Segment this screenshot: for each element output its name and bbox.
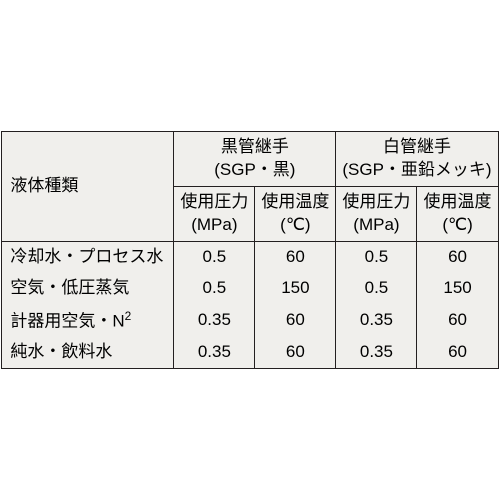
row-label-prefix: 計器用空気・N (10, 311, 124, 330)
page-wrap: 液体種類 黒管継手 (SGP・黒) 白管継手 (SGP・亜鉛メッキ) 使用圧力 … (0, 0, 500, 500)
table-header: 液体種類 黒管継手 (SGP・黒) 白管継手 (SGP・亜鉛メッキ) 使用圧力 … (2, 131, 498, 241)
cell-white-temp: 60 (417, 304, 498, 338)
table-row: 冷却水・プロセス水 0.5 60 0.5 60 (2, 241, 498, 272)
header-group-black: 黒管継手 (SGP・黒) (174, 131, 336, 186)
header-white-pressure-l2: (MPa) (353, 215, 399, 234)
header-white-pressure: 使用圧力 (MPa) (336, 186, 417, 241)
spec-table: 液体種類 黒管継手 (SGP・黒) 白管継手 (SGP・亜鉛メッキ) 使用圧力 … (1, 131, 498, 369)
cell-white-temp: 60 (417, 337, 498, 368)
row-label: 純水・飲料水 (2, 337, 174, 368)
header-black-pressure-l1: 使用圧力 (180, 192, 248, 211)
header-black-temp: 使用温度 (℃) (255, 186, 336, 241)
cell-black-temp: 60 (255, 241, 336, 272)
header-group-black-l1: 黒管継手 (221, 137, 289, 156)
cell-white-pressure: 0.35 (336, 304, 417, 338)
cell-white-pressure: 0.5 (336, 241, 417, 272)
header-group-black-l2: (SGP・黒) (214, 160, 295, 179)
cell-black-pressure: 0.35 (174, 337, 255, 368)
row-label: 計器用空気・N2 (2, 304, 174, 338)
row-label: 空気・低圧蒸気 (2, 273, 174, 304)
cell-black-pressure: 0.5 (174, 241, 255, 272)
header-black-temp-l1: 使用温度 (261, 192, 329, 211)
header-black-pressure: 使用圧力 (MPa) (174, 186, 255, 241)
header-group-white-l1: 白管継手 (383, 137, 451, 156)
cell-black-temp: 150 (255, 273, 336, 304)
header-liquid-type-text: 液体種類 (10, 176, 78, 195)
header-black-temp-l2: (℃) (280, 215, 310, 234)
header-white-pressure-l1: 使用圧力 (342, 192, 410, 211)
row-label-sup: 2 (125, 309, 132, 323)
header-row-groups: 液体種類 黒管継手 (SGP・黒) 白管継手 (SGP・亜鉛メッキ) (2, 131, 498, 186)
table-body: 冷却水・プロセス水 0.5 60 0.5 60 空気・低圧蒸気 0.5 150 … (2, 241, 498, 368)
cell-black-pressure: 0.5 (174, 273, 255, 304)
cell-white-pressure: 0.5 (336, 273, 417, 304)
table-row: 純水・飲料水 0.35 60 0.35 60 (2, 337, 498, 368)
table-row: 計器用空気・N2 0.35 60 0.35 60 (2, 304, 498, 338)
header-group-white-l2: (SGP・亜鉛メッキ) (342, 160, 491, 179)
header-liquid-type: 液体種類 (2, 131, 174, 241)
header-white-temp-l2: (℃) (442, 215, 472, 234)
header-group-white: 白管継手 (SGP・亜鉛メッキ) (336, 131, 498, 186)
cell-black-temp: 60 (255, 337, 336, 368)
row-label: 冷却水・プロセス水 (2, 241, 174, 272)
header-white-temp: 使用温度 (℃) (417, 186, 498, 241)
cell-black-pressure: 0.35 (174, 304, 255, 338)
table-row: 空気・低圧蒸気 0.5 150 0.5 150 (2, 273, 498, 304)
header-black-pressure-l2: (MPa) (191, 215, 237, 234)
cell-white-pressure: 0.35 (336, 337, 417, 368)
header-white-temp-l1: 使用温度 (424, 192, 492, 211)
cell-white-temp: 150 (417, 273, 498, 304)
cell-black-temp: 60 (255, 304, 336, 338)
cell-white-temp: 60 (417, 241, 498, 272)
